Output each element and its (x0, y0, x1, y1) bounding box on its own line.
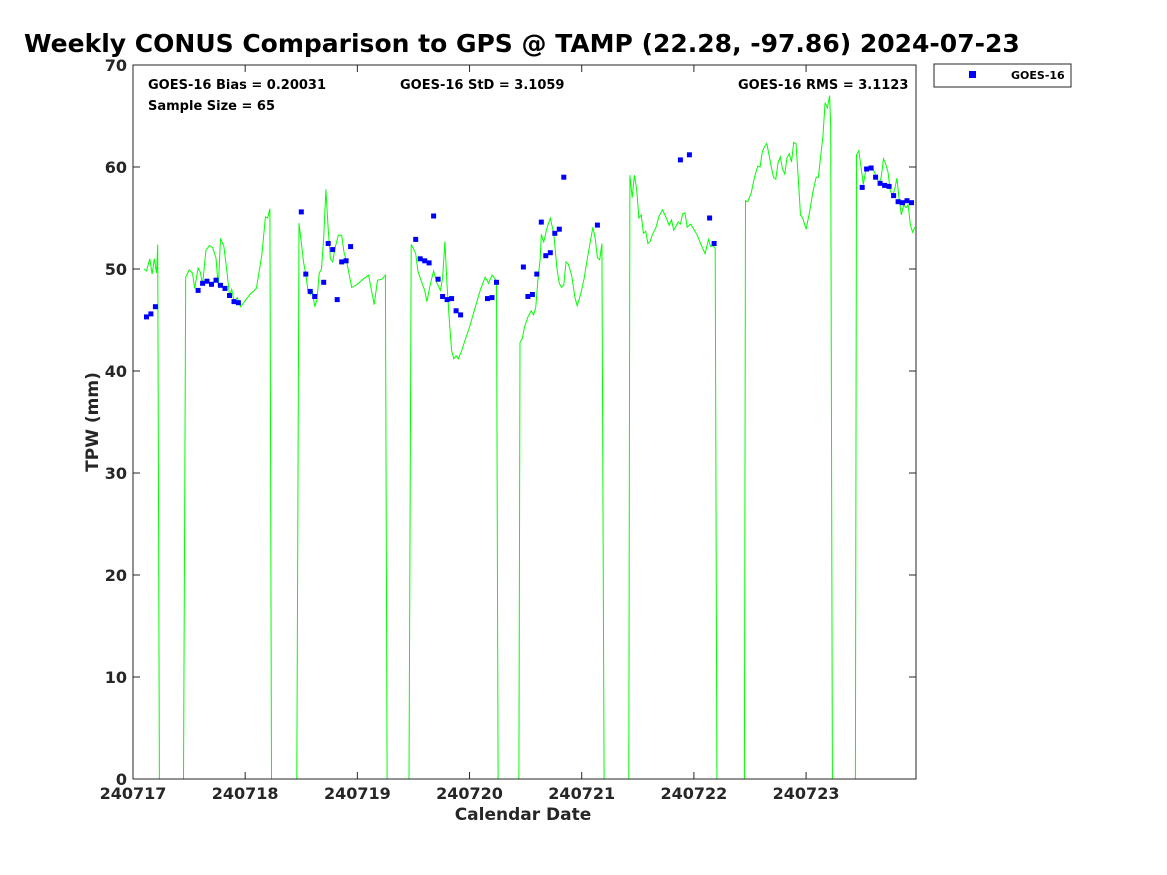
goes-point-51 (707, 215, 713, 221)
goes-point-5 (204, 278, 210, 284)
goes-point-45 (552, 230, 558, 236)
y-tick-label-1: 10 (105, 668, 127, 687)
goes-point-18 (325, 241, 331, 246)
goes-point-61 (895, 199, 901, 205)
goes-point-40 (529, 292, 535, 297)
goes-point-0 (144, 314, 149, 320)
goes-point-60 (891, 193, 897, 199)
x-tick-label-3: 240720 (436, 784, 503, 803)
goes-point-33 (453, 308, 459, 314)
goes-point-58 (882, 182, 888, 188)
goes-point-63 (904, 198, 910, 204)
goes-point-43 (543, 253, 549, 259)
goes-point-25 (417, 256, 423, 262)
goes-point-13 (298, 209, 304, 215)
goes-point-52 (711, 241, 717, 246)
x-tick-label-5: 240722 (660, 784, 727, 803)
x-tick-label-6: 240723 (773, 784, 840, 803)
bias-annotation: GOES-16 Bias = 0.20031 (148, 78, 326, 93)
goes-point-8 (218, 282, 223, 288)
goes-point-46 (556, 226, 562, 232)
goes-point-2 (152, 304, 158, 310)
y-tick-label-7: 70 (105, 56, 127, 75)
std-annotation: GOES-16 StD = 3.1059 (400, 78, 564, 93)
goes-point-39 (525, 294, 531, 299)
plot-area (132, 64, 917, 780)
goes-point-59 (886, 183, 892, 189)
legend-box (933, 63, 1072, 88)
goes-point-31 (444, 297, 450, 303)
goes-point-16 (312, 294, 318, 299)
goes-point-15 (307, 288, 313, 294)
goes-point-27 (426, 260, 432, 266)
goes-point-62 (900, 200, 905, 206)
y-tick-label-4: 40 (105, 362, 127, 381)
goes-point-24 (413, 236, 419, 242)
goes-point-49 (677, 157, 683, 163)
goes-point-1 (148, 311, 154, 317)
goes-point-series (144, 152, 914, 320)
goes-point-38 (520, 264, 526, 270)
goes-point-26 (422, 258, 428, 264)
goes-point-56 (873, 174, 879, 180)
goes-point-21 (339, 259, 345, 265)
goes-point-23 (348, 244, 354, 250)
x-tick-label-4: 240721 (548, 784, 615, 803)
x-axis: 240717 240718 240719 240720 240721 240722 2407… (100, 65, 916, 803)
gps-tpw-line (143, 95, 916, 780)
goes-point-3 (195, 287, 201, 293)
goes-point-35 (485, 296, 490, 302)
goes-point-50 (686, 152, 692, 158)
y-axis: 0 10 20 30 40 50 60 70 (105, 56, 916, 789)
y-tick-label-5: 50 (105, 260, 127, 279)
goes-point-37 (494, 279, 499, 285)
goes-point-11 (231, 299, 237, 305)
gps-line-series (143, 95, 916, 780)
goes-point-44 (547, 250, 553, 256)
chart-title: Weekly CONUS Comparison to GPS @ TAMP (2… (24, 29, 1020, 58)
x-axis-label: Calendar Date (455, 805, 592, 825)
y-tick-label-0: 0 (116, 770, 127, 789)
y-tick-label-3: 30 (105, 464, 127, 483)
goes-point-12 (235, 300, 241, 306)
goes-point-9 (222, 285, 228, 291)
goes-point-10 (227, 293, 232, 298)
x-tick-label-1: 240718 (212, 784, 279, 803)
goes-point-32 (449, 296, 455, 302)
goes-point-42 (538, 219, 544, 225)
legend: GOES-16 (933, 63, 1072, 88)
legend-marker-goes (969, 71, 976, 78)
goes-point-53 (859, 184, 865, 190)
goes-point-41 (534, 271, 540, 277)
goes-point-20 (334, 297, 340, 303)
rms-annotation: GOES-16 RMS = 3.1123 (738, 78, 908, 93)
goes-point-55 (868, 165, 874, 171)
goes-point-48 (594, 222, 600, 228)
goes-point-34 (458, 312, 464, 318)
goes-point-30 (440, 294, 446, 299)
goes-point-29 (435, 276, 441, 282)
goes-point-47 (561, 174, 567, 180)
y-axis-label: TPW (mm) (83, 372, 103, 472)
goes-point-54 (864, 166, 870, 172)
goes-point-14 (303, 271, 309, 277)
goes-point-22 (343, 258, 349, 264)
sample-size-annotation: Sample Size = 65 (148, 99, 275, 114)
goes-point-4 (200, 280, 206, 286)
y-tick-label-2: 20 (105, 566, 127, 585)
goes-point-28 (431, 213, 437, 219)
goes-point-17 (321, 279, 327, 285)
legend-entry-goes: GOES-16 (1011, 69, 1065, 82)
y-tick-label-6: 60 (105, 158, 127, 177)
goes-point-57 (877, 180, 883, 186)
goes-point-36 (489, 295, 495, 301)
x-tick-label-0: 240717 (100, 784, 167, 803)
goes-point-19 (330, 247, 336, 253)
goes-point-64 (909, 200, 914, 206)
x-tick-label-2: 240719 (324, 784, 391, 803)
goes-point-6 (209, 281, 214, 287)
goes-point-7 (213, 277, 219, 283)
